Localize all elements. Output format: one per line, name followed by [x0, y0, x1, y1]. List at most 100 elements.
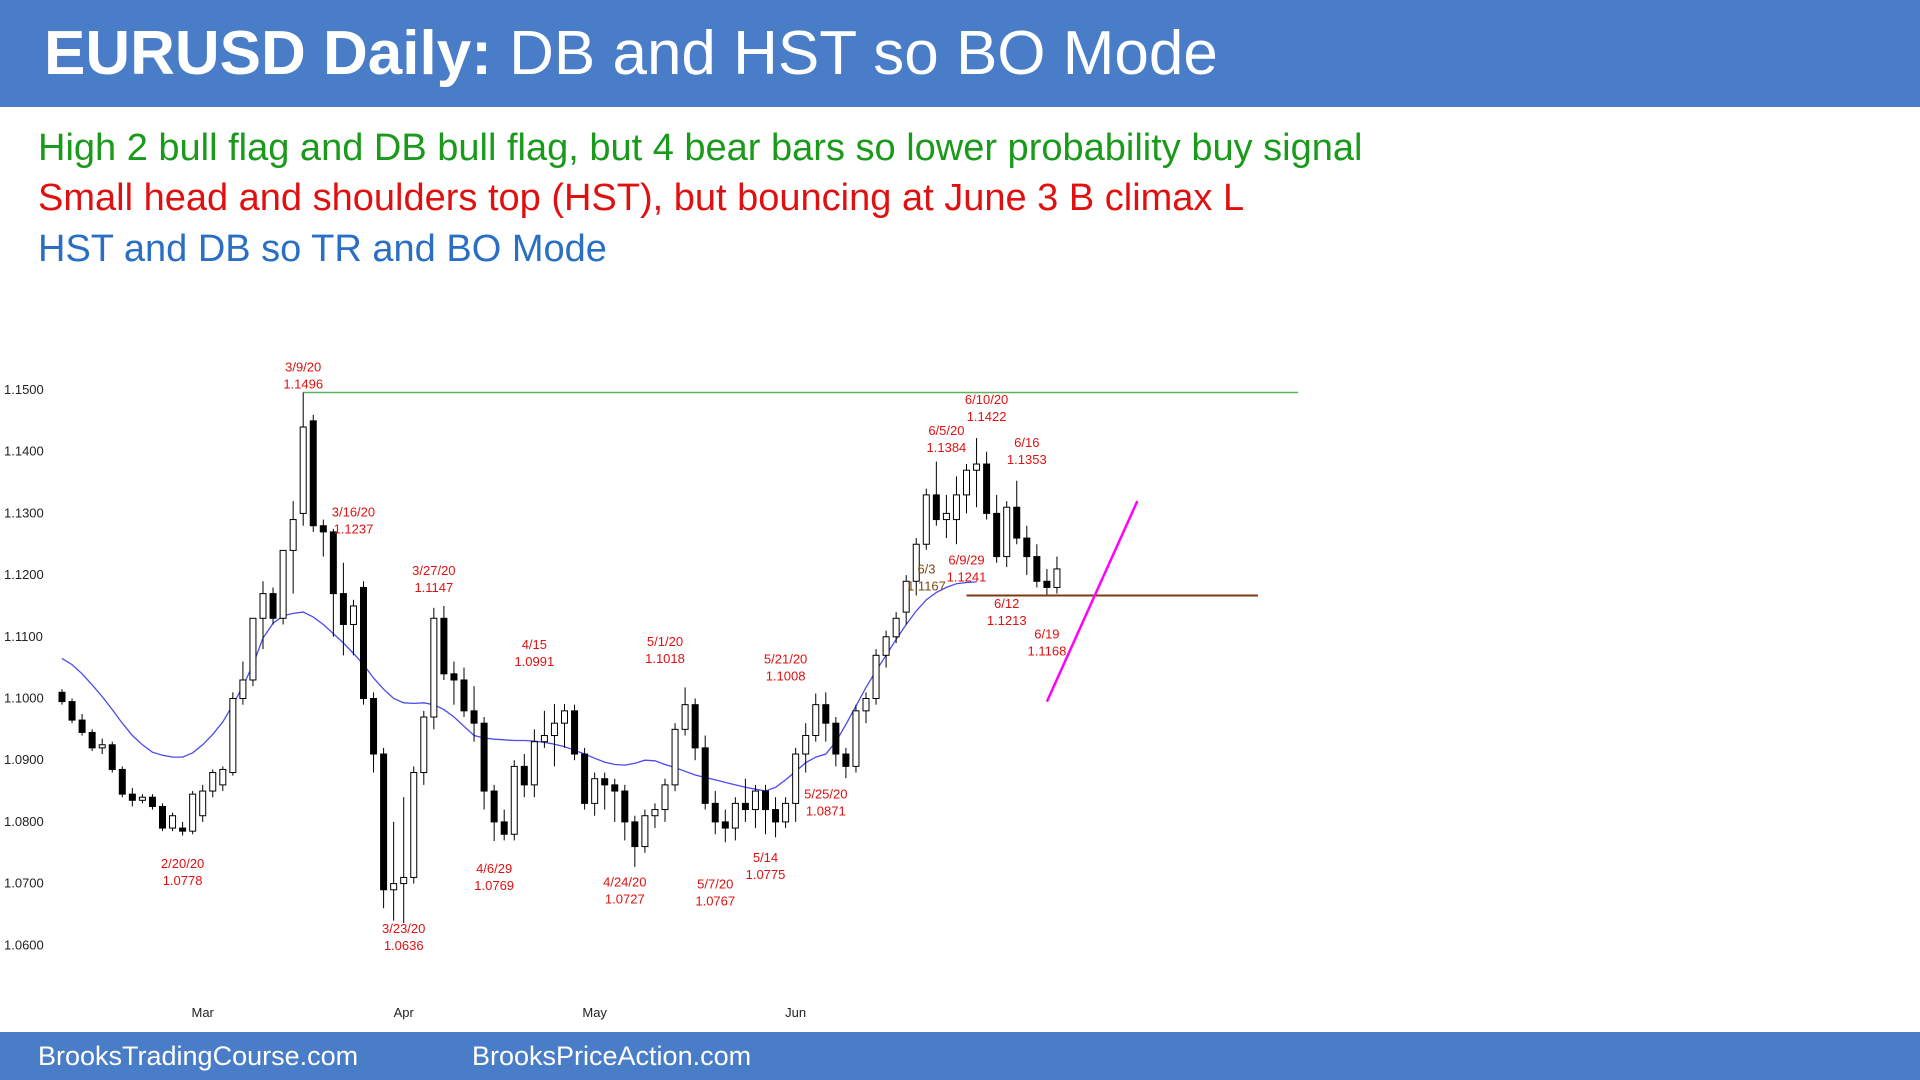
bear-candle	[500, 821, 508, 835]
bear-candle	[1013, 506, 1021, 539]
bear-candle	[520, 765, 528, 786]
bull-candle	[852, 710, 860, 767]
annotation-date: 5/1/20	[647, 634, 683, 649]
bear-candle	[1043, 580, 1051, 588]
bear-candle	[581, 753, 589, 804]
annotation-value: 1.0767	[695, 894, 735, 909]
bear-candle	[932, 494, 940, 521]
bull-candle	[731, 802, 739, 829]
annotation-value: 1.1422	[967, 409, 1007, 424]
bull-candle	[209, 772, 217, 792]
y-tick-label: 1.1400	[4, 444, 44, 459]
bull-candle	[400, 876, 408, 885]
y-tick-label: 1.0900	[4, 752, 44, 767]
bull-candle	[1003, 506, 1011, 558]
support-label-date: 6/3	[917, 561, 935, 576]
trendline	[1045, 500, 1139, 703]
bull-candle	[922, 494, 930, 545]
bear-candle	[128, 793, 136, 801]
annotation-value: 1.1237	[334, 521, 374, 536]
bear-candle	[339, 593, 347, 625]
annotation-date: 3/16/20	[332, 504, 375, 519]
bull-candle	[792, 753, 800, 804]
bull-candle	[751, 790, 759, 811]
bull-candle	[812, 704, 820, 737]
bull-candle	[289, 519, 297, 551]
bear-candle	[711, 802, 719, 823]
bear-candle	[58, 691, 66, 703]
bull-candle	[872, 654, 880, 699]
footer-link-price-action[interactable]: BrooksPriceAction.com	[472, 1041, 752, 1071]
annotation-value: 1.1018	[645, 651, 685, 666]
annotation-date: 3/23/20	[382, 921, 425, 936]
annotation-value: 1.1496	[283, 376, 323, 391]
bull-candle	[963, 469, 970, 496]
bear-candle	[480, 722, 488, 792]
candles-group	[58, 392, 1061, 924]
x-month-label: May	[582, 1005, 607, 1020]
bear-candle	[269, 593, 277, 619]
annotation-date: 6/16	[1014, 435, 1039, 450]
note-bull-flag: High 2 bull flag and DB bull flag, but 4…	[38, 127, 1363, 169]
annotation-value: 1.1384	[927, 440, 967, 455]
bear-candle	[360, 586, 367, 699]
footer-bar: BrooksTradingCourse.com BrooksPriceActio…	[0, 1032, 1920, 1080]
bull-candle	[882, 636, 890, 656]
annotation-value: 1.0636	[384, 938, 424, 953]
bull-candle	[420, 716, 428, 774]
bear-candle	[118, 768, 126, 795]
bear-candle	[611, 784, 619, 792]
bear-candle	[1033, 556, 1041, 582]
bear-candle	[470, 710, 478, 724]
bull-candle	[550, 722, 558, 737]
candlestick-chart: 1.0600 1.0700 1.0800 1.0900 1.1000 1.1100 1.12…	[4, 359, 1299, 1020]
support-label-value: 1.1167	[907, 578, 946, 593]
y-tick-label: 1.1000	[4, 691, 44, 706]
y-tick-label: 1.1200	[4, 567, 44, 582]
bull-candle	[902, 580, 910, 613]
annotation-date: 4/24/20	[603, 875, 646, 890]
bull-candle	[349, 605, 357, 625]
bull-candle	[219, 768, 227, 786]
bull-candle	[651, 809, 659, 817]
bear-candle	[108, 744, 116, 770]
bull-candle	[410, 772, 418, 878]
bear-candle	[309, 420, 317, 527]
bull-candle	[169, 815, 177, 829]
bear-candle	[842, 753, 850, 767]
annotation-date: 6/12	[994, 596, 1019, 611]
annotation-value: 1.0769	[474, 878, 514, 893]
bull-candle	[681, 704, 689, 730]
bull-candle	[530, 741, 538, 786]
annotation-date: 5/21/20	[764, 651, 807, 666]
annotation-date: 3/27/20	[412, 563, 455, 578]
bull-candle	[249, 617, 257, 681]
bear-candle	[993, 512, 1001, 558]
y-tick-label: 1.0600	[4, 937, 44, 952]
bull-candle	[952, 494, 960, 521]
bull-candle	[510, 765, 518, 835]
bear-candle	[179, 827, 187, 832]
bear-candle	[772, 809, 780, 823]
bull-candle	[912, 543, 920, 582]
bear-candle	[621, 790, 629, 823]
bull-candle	[802, 735, 810, 755]
bear-candle	[741, 802, 749, 811]
annotation-date: 4/6/29	[476, 861, 512, 876]
bull-candle	[138, 796, 146, 801]
bull-candle	[540, 735, 548, 743]
bear-candle	[983, 463, 991, 514]
bear-candle	[148, 796, 156, 807]
annotation-date: 6/5/20	[928, 423, 964, 438]
bear-candle	[701, 747, 709, 804]
annotation-value: 1.1147	[414, 580, 453, 595]
bull-candle	[259, 593, 267, 619]
bull-candle	[430, 617, 438, 718]
footer-link-trading-course[interactable]: BrooksTradingCourse.com	[38, 1041, 359, 1071]
bear-candle	[159, 805, 166, 829]
annotation-date: 2/20/20	[161, 856, 204, 871]
bear-candle	[88, 731, 96, 749]
bull-candle	[782, 802, 790, 823]
annotation-date: 4/15	[522, 637, 547, 652]
bear-candle	[370, 698, 378, 755]
